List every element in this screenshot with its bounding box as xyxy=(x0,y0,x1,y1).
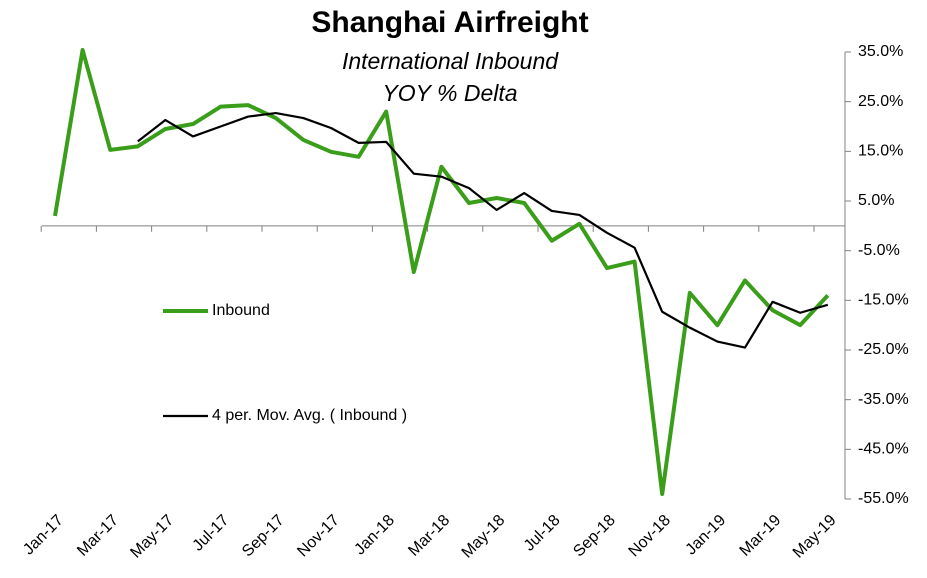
x-tick-label: Jan-19 xyxy=(683,512,730,559)
chart-subtitle: International Inbound xyxy=(342,48,559,74)
y-tick-label: -25.0% xyxy=(858,341,909,358)
x-tick-label: Mar-17 xyxy=(74,512,122,560)
y-tick-label: 5.0% xyxy=(858,192,894,209)
x-tick-label: Sep-17 xyxy=(239,512,288,561)
x-tick-label: Jul-18 xyxy=(521,512,564,555)
x-tick-label: May-18 xyxy=(459,512,509,562)
x-tick-label: May-17 xyxy=(127,512,177,562)
x-tick-label: Sep-18 xyxy=(570,512,619,561)
x-tick-label: Mar-19 xyxy=(737,512,785,560)
legend-label: 4 per. Mov. Avg. ( Inbound ) xyxy=(212,407,407,424)
y-tick-label: -5.0% xyxy=(858,242,900,259)
series-line xyxy=(137,111,829,349)
y-tick-label: -35.0% xyxy=(858,391,909,408)
legend-label: Inbound xyxy=(212,302,270,319)
x-tick-label: Jan-18 xyxy=(351,512,398,559)
x-tick-label: Jul-17 xyxy=(190,512,233,555)
x-tick-label: Mar-18 xyxy=(405,512,453,560)
chart-subtitle: YOY % Delta xyxy=(382,80,517,106)
y-tick-label: 25.0% xyxy=(858,93,903,110)
y-tick-label: -15.0% xyxy=(858,292,909,309)
y-tick-label: 15.0% xyxy=(858,143,903,160)
y-tick-label: -55.0% xyxy=(858,490,909,507)
x-tick-label: May-19 xyxy=(790,512,840,562)
y-tick-label: -45.0% xyxy=(858,441,909,458)
x-tick-label: Jan-17 xyxy=(20,512,67,559)
y-tick-label: 35.0% xyxy=(858,43,903,60)
series-line xyxy=(53,48,830,497)
x-tick-label: Nov-18 xyxy=(626,512,675,561)
x-tick-label: Nov-17 xyxy=(294,512,343,561)
chart-title: Shanghai Airfreight xyxy=(311,6,588,39)
